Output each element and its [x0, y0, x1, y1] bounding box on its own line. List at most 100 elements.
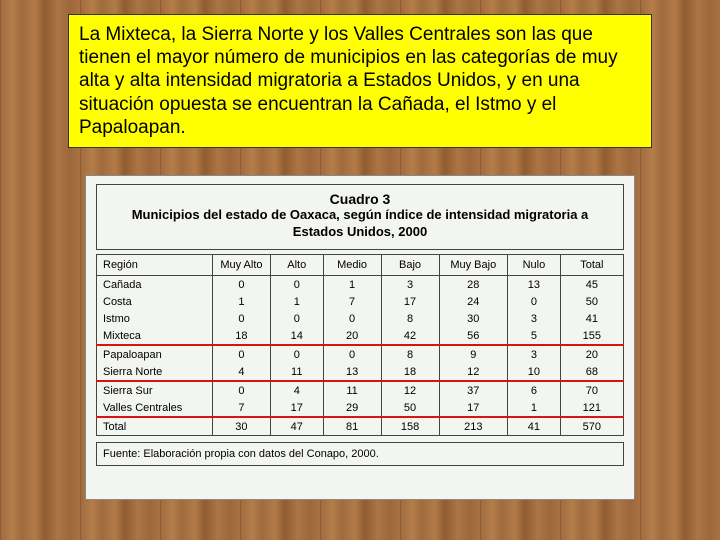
- data-table: RegiónMuy AltoAltoMedioBajoMuy BajoNuloT…: [96, 254, 624, 436]
- value-cell: 24: [439, 293, 508, 310]
- table-row: Costa1171724050: [97, 293, 624, 310]
- value-cell: 28: [439, 275, 508, 293]
- table-header-cell: Región: [97, 254, 213, 275]
- value-cell: 68: [560, 363, 623, 381]
- value-cell: 0: [212, 310, 270, 327]
- table-body: Cañada0013281345Costa1171724050Istmo0008…: [97, 275, 624, 435]
- value-cell: 3: [508, 310, 561, 327]
- value-cell: 13: [508, 275, 561, 293]
- region-cell: Mixteca: [97, 327, 213, 345]
- table-title: Cuadro 3 Municipios del estado de Oaxaca…: [96, 184, 624, 250]
- value-cell: 45: [560, 275, 623, 293]
- value-cell: 155: [560, 327, 623, 345]
- total-value-cell: 81: [323, 417, 381, 436]
- total-value-cell: 213: [439, 417, 508, 436]
- value-cell: 11: [270, 363, 323, 381]
- value-cell: 37: [439, 381, 508, 399]
- value-cell: 121: [560, 399, 623, 417]
- value-cell: 12: [381, 381, 439, 399]
- region-cell: Papaloapan: [97, 345, 213, 363]
- value-cell: 1: [323, 275, 381, 293]
- value-cell: 7: [212, 399, 270, 417]
- value-cell: 50: [560, 293, 623, 310]
- value-cell: 0: [323, 310, 381, 327]
- value-cell: 8: [381, 310, 439, 327]
- value-cell: 4: [270, 381, 323, 399]
- value-cell: 0: [270, 310, 323, 327]
- value-cell: 0: [212, 275, 270, 293]
- source-text: Fuente: Elaboración propia con datos del…: [103, 448, 379, 460]
- table-total-row: Total30478115821341570: [97, 417, 624, 436]
- value-cell: 17: [439, 399, 508, 417]
- value-cell: 4: [212, 363, 270, 381]
- table-header-cell: Muy Bajo: [439, 254, 508, 275]
- table-row: Papaloapan00089320: [97, 345, 624, 363]
- total-value-cell: 41: [508, 417, 561, 436]
- value-cell: 6: [508, 381, 561, 399]
- region-cell: Valles Centrales: [97, 399, 213, 417]
- region-cell: Cañada: [97, 275, 213, 293]
- total-value-cell: 158: [381, 417, 439, 436]
- value-cell: 0: [212, 381, 270, 399]
- value-cell: 14: [270, 327, 323, 345]
- table-row: Sierra Norte4111318121068: [97, 363, 624, 381]
- value-cell: 70: [560, 381, 623, 399]
- value-cell: 8: [381, 345, 439, 363]
- value-cell: 7: [323, 293, 381, 310]
- caption-box: La Mixteca, la Sierra Norte y los Valles…: [68, 14, 652, 148]
- value-cell: 12: [439, 363, 508, 381]
- region-cell: Istmo: [97, 310, 213, 327]
- value-cell: 3: [508, 345, 561, 363]
- value-cell: 0: [323, 345, 381, 363]
- value-cell: 29: [323, 399, 381, 417]
- value-cell: 1: [212, 293, 270, 310]
- table-source: Fuente: Elaboración propia con datos del…: [96, 442, 624, 466]
- region-cell: Sierra Norte: [97, 363, 213, 381]
- value-cell: 1: [508, 399, 561, 417]
- total-value-cell: 570: [560, 417, 623, 436]
- value-cell: 1: [270, 293, 323, 310]
- total-label: Total: [97, 417, 213, 436]
- table-row: Istmo000830341: [97, 310, 624, 327]
- table-header-cell: Muy Alto: [212, 254, 270, 275]
- table-row: Mixteca18142042565155: [97, 327, 624, 345]
- value-cell: 11: [323, 381, 381, 399]
- value-cell: 18: [212, 327, 270, 345]
- value-cell: 41: [560, 310, 623, 327]
- table-title-line1: Cuadro 3: [105, 191, 615, 207]
- value-cell: 20: [560, 345, 623, 363]
- value-cell: 0: [270, 345, 323, 363]
- table-header-cell: Alto: [270, 254, 323, 275]
- table-row: Valles Centrales7172950171121: [97, 399, 624, 417]
- table-row: Sierra Sur04111237670: [97, 381, 624, 399]
- table-row: Cañada0013281345: [97, 275, 624, 293]
- value-cell: 10: [508, 363, 561, 381]
- value-cell: 30: [439, 310, 508, 327]
- table-header-cell: Nulo: [508, 254, 561, 275]
- table-panel: Cuadro 3 Municipios del estado de Oaxaca…: [85, 175, 635, 500]
- caption-text: La Mixteca, la Sierra Norte y los Valles…: [79, 24, 618, 138]
- value-cell: 17: [381, 293, 439, 310]
- value-cell: 17: [270, 399, 323, 417]
- table-title-line2: Municipios del estado de Oaxaca, según í…: [105, 207, 615, 241]
- value-cell: 0: [270, 275, 323, 293]
- value-cell: 5: [508, 327, 561, 345]
- value-cell: 13: [323, 363, 381, 381]
- value-cell: 3: [381, 275, 439, 293]
- table-header-cell: Bajo: [381, 254, 439, 275]
- table-header-row: RegiónMuy AltoAltoMedioBajoMuy BajoNuloT…: [97, 254, 624, 275]
- value-cell: 42: [381, 327, 439, 345]
- value-cell: 56: [439, 327, 508, 345]
- region-cell: Costa: [97, 293, 213, 310]
- value-cell: 50: [381, 399, 439, 417]
- slide-background: La Mixteca, la Sierra Norte y los Valles…: [0, 0, 720, 540]
- value-cell: 9: [439, 345, 508, 363]
- value-cell: 20: [323, 327, 381, 345]
- table-header-cell: Total: [560, 254, 623, 275]
- total-value-cell: 47: [270, 417, 323, 436]
- value-cell: 0: [508, 293, 561, 310]
- value-cell: 18: [381, 363, 439, 381]
- total-value-cell: 30: [212, 417, 270, 436]
- value-cell: 0: [212, 345, 270, 363]
- table-header-cell: Medio: [323, 254, 381, 275]
